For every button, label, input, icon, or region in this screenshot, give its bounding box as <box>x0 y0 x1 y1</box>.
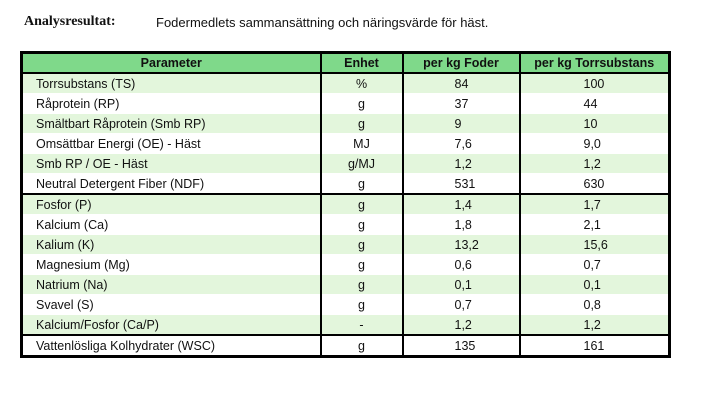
table-row: Torrsubstans (TS) % 84 100 <box>20 72 671 94</box>
row-per-kg-ts: 10 <box>518 113 671 134</box>
table-row: Vattenlösliga Kolhydrater (WSC) g 135 16… <box>20 334 671 358</box>
row-per-kg-ts: 100 <box>518 72 671 94</box>
row-per-kg-foder: 531 <box>401 173 521 195</box>
row-per-kg-ts: 0,1 <box>518 274 671 295</box>
table-row: Smältbart Råprotein (Smb RP) g 9 10 <box>20 113 671 134</box>
analysis-heading: Analysresultat: Fodermedlets sammansättn… <box>24 12 488 32</box>
analysis-table: Parameter Enhet per kg Foder per kg Torr… <box>20 51 671 358</box>
row-parameter: Råprotein (RP) <box>20 93 322 114</box>
table-row: Kalcium/Fosfor (Ca/P) - 1,2 1,2 <box>20 314 671 336</box>
heading-text: Fodermedlets sammansättning och näringsv… <box>156 14 489 30</box>
table-row: Råprotein (RP) g 37 44 <box>20 93 671 114</box>
row-unit: % <box>319 72 404 94</box>
header-parameter: Parameter <box>20 51 322 74</box>
row-per-kg-ts: 630 <box>518 173 671 195</box>
table-row: Smb RP / OE - Häst g/MJ 1,2 1,2 <box>20 153 671 174</box>
header-per-kg-foder: per kg Foder <box>401 51 521 74</box>
row-unit: g <box>319 234 404 255</box>
row-per-kg-ts: 1,7 <box>518 193 671 215</box>
table-row: Natrium (Na) g 0,1 0,1 <box>20 274 671 295</box>
row-unit: g <box>319 294 404 315</box>
row-unit: g/MJ <box>319 153 404 174</box>
row-parameter: Kalcium (Ca) <box>20 214 322 235</box>
row-unit: g <box>319 254 404 275</box>
row-parameter: Magnesium (Mg) <box>20 254 322 275</box>
row-per-kg-ts: 15,6 <box>518 234 671 255</box>
table-header-row: Parameter Enhet per kg Foder per kg Torr… <box>20 51 671 74</box>
table-row: Omsättbar Energi (OE) - Häst MJ 7,6 9,0 <box>20 133 671 154</box>
row-parameter: Vattenlösliga Kolhydrater (WSC) <box>20 334 322 358</box>
table-row: Kalcium (Ca) g 1,8 2,1 <box>20 214 671 235</box>
row-unit: - <box>319 314 404 336</box>
row-per-kg-ts: 1,2 <box>518 153 671 174</box>
row-per-kg-foder: 84 <box>401 72 521 94</box>
row-per-kg-foder: 135 <box>401 334 521 358</box>
analysis-table-container: Parameter Enhet per kg Foder per kg Torr… <box>20 51 671 358</box>
row-parameter: Fosfor (P) <box>20 193 322 215</box>
row-per-kg-ts: 1,2 <box>518 314 671 336</box>
row-per-kg-foder: 1,4 <box>401 193 521 215</box>
row-parameter: Kalium (K) <box>20 234 322 255</box>
row-per-kg-ts: 0,7 <box>518 254 671 275</box>
row-per-kg-foder: 1,8 <box>401 214 521 235</box>
row-parameter: Natrium (Na) <box>20 274 322 295</box>
row-unit: g <box>319 93 404 114</box>
heading-label: Analysresultat: <box>24 14 116 29</box>
row-per-kg-ts: 2,1 <box>518 214 671 235</box>
row-per-kg-ts: 0,8 <box>518 294 671 315</box>
row-unit: g <box>319 193 404 215</box>
header-per-kg-ts: per kg Torrsubstans <box>518 51 671 74</box>
row-unit: g <box>319 214 404 235</box>
row-unit: g <box>319 173 404 195</box>
row-per-kg-foder: 0,6 <box>401 254 521 275</box>
row-unit: g <box>319 113 404 134</box>
table-row: Magnesium (Mg) g 0,6 0,7 <box>20 254 671 275</box>
row-per-kg-ts: 44 <box>518 93 671 114</box>
row-parameter: Omsättbar Energi (OE) - Häst <box>20 133 322 154</box>
table-row: Svavel (S) g 0,7 0,8 <box>20 294 671 315</box>
row-parameter: Smältbart Råprotein (Smb RP) <box>20 113 322 134</box>
row-unit: g <box>319 274 404 295</box>
row-per-kg-foder: 7,6 <box>401 133 521 154</box>
row-per-kg-ts: 9,0 <box>518 133 671 154</box>
row-unit: MJ <box>319 133 404 154</box>
row-parameter: Kalcium/Fosfor (Ca/P) <box>20 314 322 336</box>
row-per-kg-ts: 161 <box>518 334 671 358</box>
row-unit: g <box>319 334 404 358</box>
table-row: Neutral Detergent Fiber (NDF) g 531 630 <box>20 173 671 195</box>
row-per-kg-foder: 1,2 <box>401 153 521 174</box>
table-row: Fosfor (P) g 1,4 1,7 <box>20 193 671 215</box>
row-parameter: Svavel (S) <box>20 294 322 315</box>
row-parameter: Smb RP / OE - Häst <box>20 153 322 174</box>
row-parameter: Neutral Detergent Fiber (NDF) <box>20 173 322 195</box>
row-per-kg-foder: 9 <box>401 113 521 134</box>
row-parameter: Torrsubstans (TS) <box>20 72 322 94</box>
row-per-kg-foder: 0,1 <box>401 274 521 295</box>
row-per-kg-foder: 0,7 <box>401 294 521 315</box>
row-per-kg-foder: 37 <box>401 93 521 114</box>
row-per-kg-foder: 1,2 <box>401 314 521 336</box>
header-unit: Enhet <box>319 51 404 74</box>
table-row: Kalium (K) g 13,2 15,6 <box>20 234 671 255</box>
row-per-kg-foder: 13,2 <box>401 234 521 255</box>
